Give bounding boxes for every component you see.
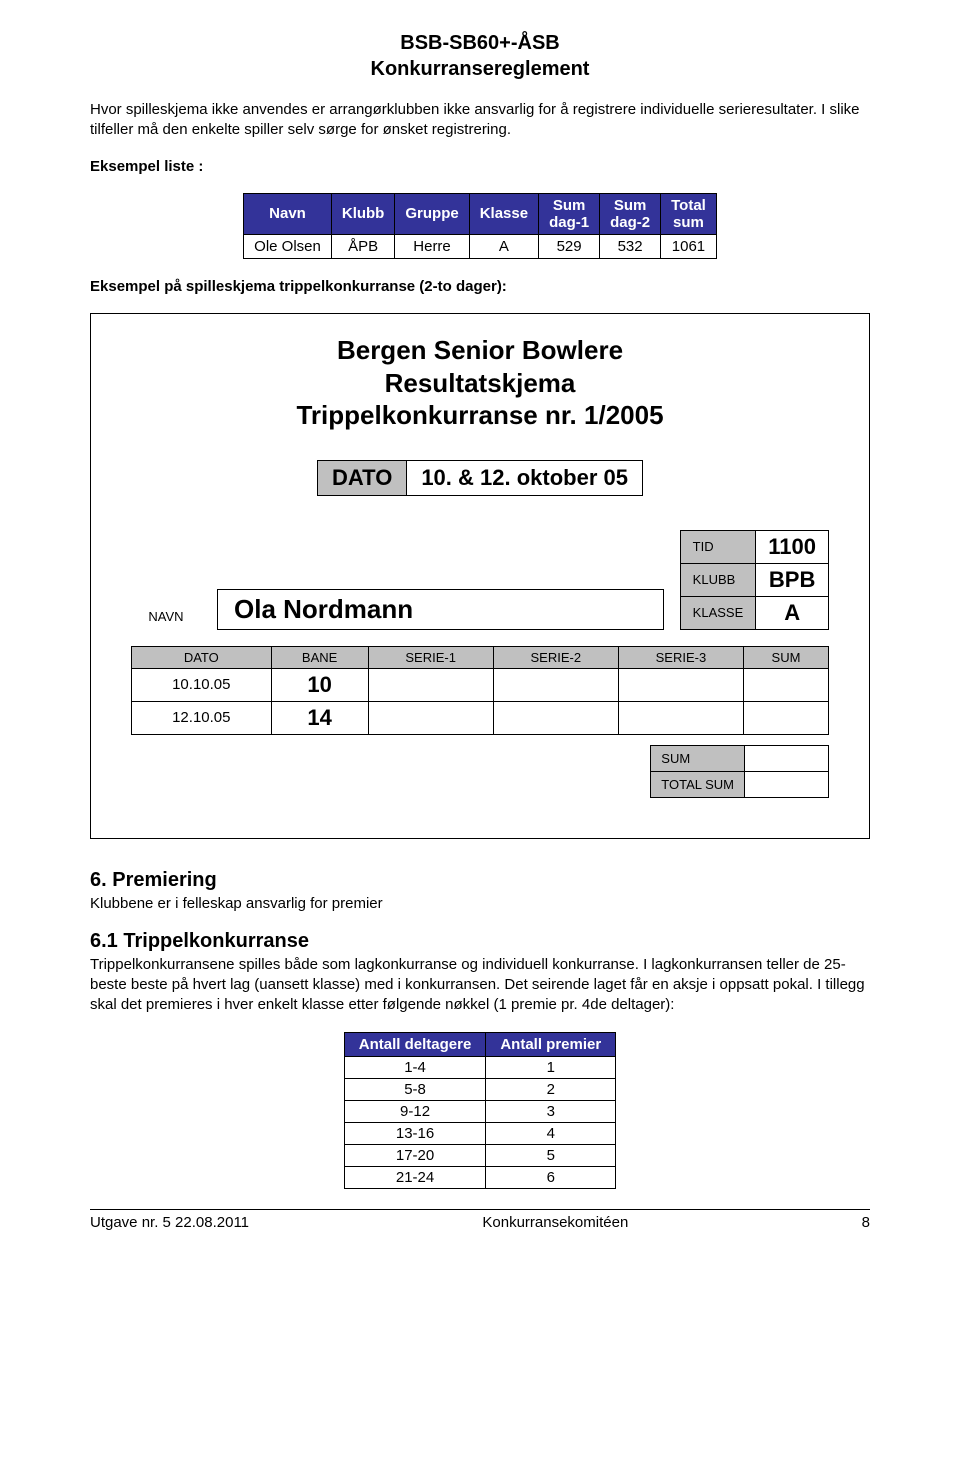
sr-dato: 10.10.05 (132, 668, 272, 701)
tid-value: 1100 (756, 530, 829, 563)
klubb-value: BPB (756, 563, 829, 596)
sr-s1 (368, 701, 493, 734)
col-sum-dag1: Sum dag-1 (539, 193, 600, 234)
total-sum-value (745, 771, 829, 797)
intro-paragraph: Hvor spilleskjema ikke anvendes er arran… (90, 100, 870, 141)
sr-s1 (368, 668, 493, 701)
eksempel-liste-label: Eksempel liste : (90, 157, 870, 177)
prize-header-row: Antall deltagere Antall premier (344, 1032, 615, 1056)
section-6-text: Klubbene er i felleskap ansvarlig for pr… (90, 894, 870, 914)
header-line2: Konkurransereglement (90, 56, 870, 82)
box-title: Bergen Senior Bowlere Resultatskjema Tri… (131, 334, 829, 432)
ph-deltagere: Antall deltagere (344, 1032, 486, 1056)
section-6-title: 6. Premiering (90, 869, 870, 892)
pr-p: 2 (486, 1078, 616, 1100)
eksempel-skjema-label: Eksempel på spilleskjema trippelkonkurra… (90, 277, 870, 297)
pr-p: 1 (486, 1056, 616, 1078)
col-sum-dag2: Sum dag-2 (600, 193, 661, 234)
sum-value (745, 745, 829, 771)
col-total-sum: Total sum (661, 193, 717, 234)
sr-s3 (618, 701, 743, 734)
navn-value: Ola Nordmann (217, 589, 664, 630)
box-title-line1: Bergen Senior Bowlere (131, 334, 829, 367)
cell-sum2: 532 (600, 234, 661, 258)
sr-dato: 12.10.05 (132, 701, 272, 734)
prize-row: 5-82 (344, 1078, 615, 1100)
box-title-line3: Trippelkonkurranse nr. 1/2005 (131, 399, 829, 432)
score-header-row: DATO BANE SERIE-1 SERIE-2 SERIE-3 SUM (132, 646, 829, 668)
pr-p: 5 (486, 1144, 616, 1166)
pr-d: 17-20 (344, 1144, 486, 1166)
prize-row: 21-246 (344, 1166, 615, 1188)
prize-row: 13-164 (344, 1122, 615, 1144)
pr-d: 1-4 (344, 1056, 486, 1078)
cell-gruppe: Herre (395, 234, 469, 258)
sr-sum (744, 668, 829, 701)
pr-d: 9-12 (344, 1100, 486, 1122)
klasse-label: KLASSE (680, 596, 756, 629)
sr-s3 (618, 668, 743, 701)
section-61-text: Trippelkonkurransene spilles både som la… (90, 955, 870, 1016)
col-klubb: Klubb (331, 193, 395, 234)
dato-table: DATO 10. & 12. oktober 05 (317, 460, 643, 496)
col-navn: Navn (244, 193, 332, 234)
result-form-box: Bergen Senior Bowlere Resultatskjema Tri… (90, 313, 870, 839)
pr-d: 21-24 (344, 1166, 486, 1188)
sr-sum (744, 701, 829, 734)
cell-klasse: A (469, 234, 538, 258)
prize-table: Antall deltagere Antall premier 1-41 5-8… (344, 1032, 616, 1189)
pr-p: 4 (486, 1122, 616, 1144)
navn-label: NAVN (131, 609, 201, 630)
dato-value: 10. & 12. oktober 05 (407, 460, 643, 495)
dato-label: DATO (318, 460, 407, 495)
table-row: Ole Olsen ÅPB Herre A 529 532 1061 (244, 234, 717, 258)
sh-sum: SUM (744, 646, 829, 668)
prize-row: 1-41 (344, 1056, 615, 1078)
col-gruppe: Gruppe (395, 193, 469, 234)
cell-klubb: ÅPB (331, 234, 395, 258)
ph-premier: Antall premier (486, 1032, 616, 1056)
klasse-value: A (756, 596, 829, 629)
sr-bane: 14 (271, 701, 368, 734)
header-line1: BSB-SB60+-ÅSB (90, 30, 870, 56)
col-klasse: Klasse (469, 193, 538, 234)
section-61-title: 6.1 Trippelkonkurranse (90, 930, 870, 953)
footer-center: Konkurransekomitéen (482, 1214, 628, 1231)
klubb-label: KLUBB (680, 563, 756, 596)
total-sum-label: TOTAL SUM (651, 771, 745, 797)
cell-sum1: 529 (539, 234, 600, 258)
sh-s1: SERIE-1 (368, 646, 493, 668)
sr-s2 (493, 668, 618, 701)
footer-left: Utgave nr. 5 22.08.2011 (90, 1214, 249, 1231)
score-row: 10.10.05 10 (132, 668, 829, 701)
cell-navn: Ole Olsen (244, 234, 332, 258)
sh-dato: DATO (132, 646, 272, 668)
example-list-table: Navn Klubb Gruppe Klasse Sum dag-1 Sum d… (243, 193, 717, 259)
sum-table: SUM TOTAL SUM (650, 745, 829, 798)
box-title-line2: Resultatskjema (131, 367, 829, 400)
pr-p: 3 (486, 1100, 616, 1122)
sr-s2 (493, 701, 618, 734)
table-header-row: Navn Klubb Gruppe Klasse Sum dag-1 Sum d… (244, 193, 717, 234)
cell-total: 1061 (661, 234, 717, 258)
footer-right: 8 (862, 1214, 870, 1231)
meta-table: TID 1100 KLUBB BPB KLASSE A (680, 530, 829, 630)
navn-row: NAVN Ola Nordmann TID 1100 KLUBB BPB KLA… (131, 530, 829, 630)
sr-bane: 10 (271, 668, 368, 701)
sh-bane: BANE (271, 646, 368, 668)
page-footer: Utgave nr. 5 22.08.2011 Konkurransekomit… (90, 1209, 870, 1231)
tid-label: TID (680, 530, 756, 563)
document-header: BSB-SB60+-ÅSB Konkurransereglement (90, 30, 870, 82)
score-row: 12.10.05 14 (132, 701, 829, 734)
sum-label: SUM (651, 745, 745, 771)
pr-d: 5-8 (344, 1078, 486, 1100)
prize-row: 9-123 (344, 1100, 615, 1122)
pr-d: 13-16 (344, 1122, 486, 1144)
score-table: DATO BANE SERIE-1 SERIE-2 SERIE-3 SUM 10… (131, 646, 829, 735)
pr-p: 6 (486, 1166, 616, 1188)
sh-s3: SERIE-3 (618, 646, 743, 668)
sh-s2: SERIE-2 (493, 646, 618, 668)
prize-row: 17-205 (344, 1144, 615, 1166)
